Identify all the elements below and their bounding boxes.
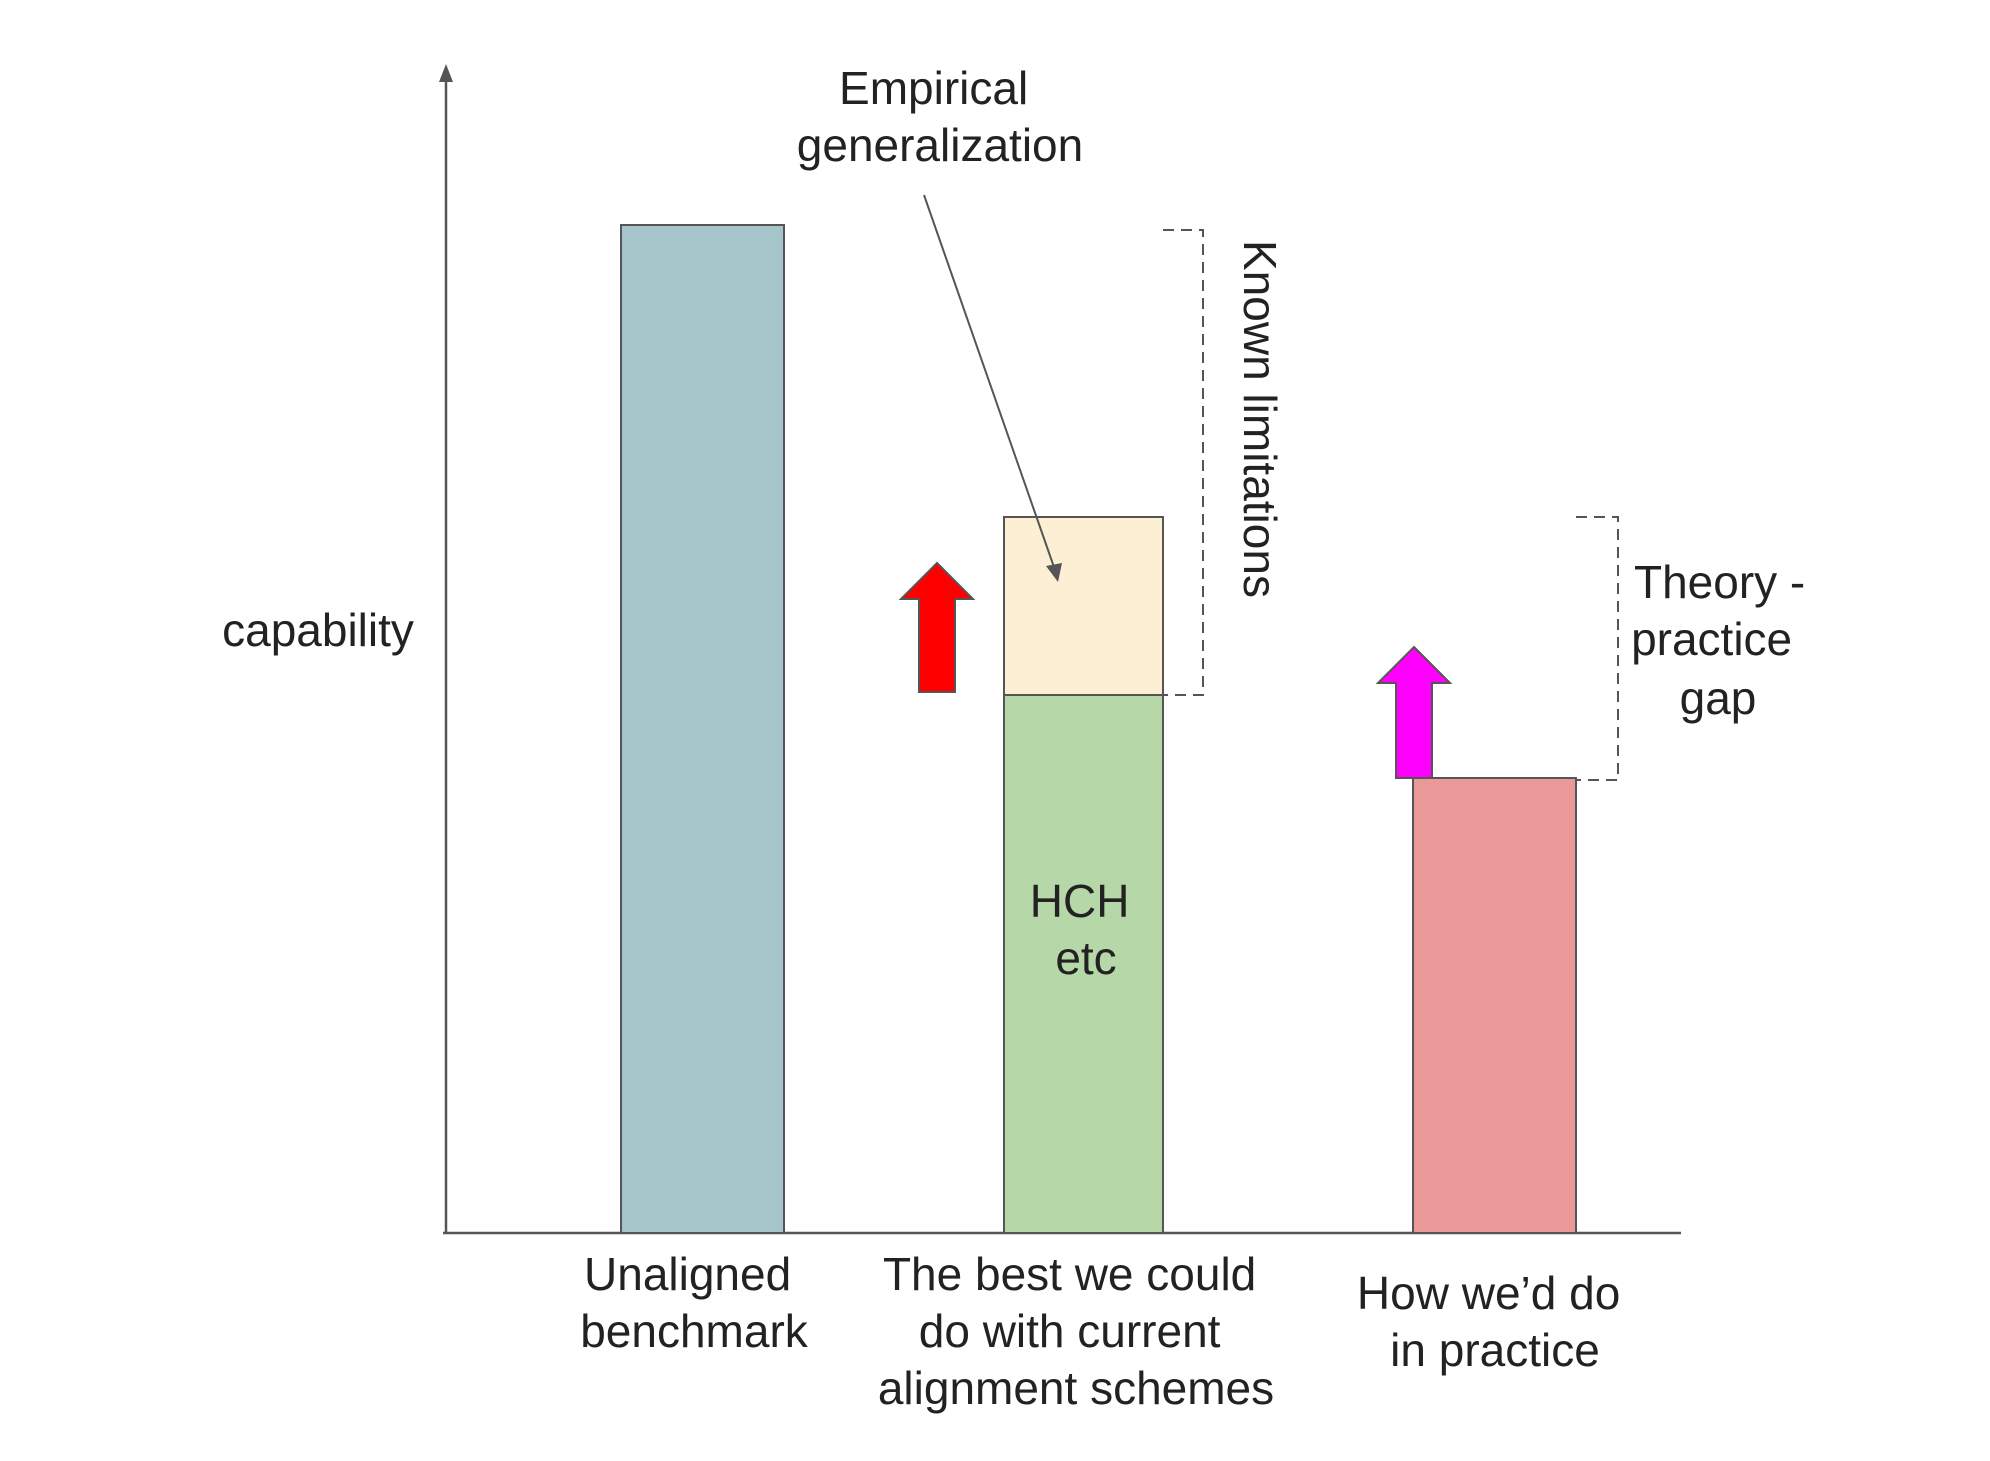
bar-current-alignment-schemes [1003,694,1164,1234]
y-axis-arrowhead [439,64,453,82]
empirical-generalization-arrowhead [1046,563,1062,582]
bar-empirical-generalization-segment [1003,516,1164,696]
category-label-unaligned-benchmark: Unaligned benchmark [580,1248,809,1357]
bar-inner-label: HCH etc [1030,875,1142,984]
empirical-generalization-pointer [923,194,1056,571]
category-label-current-alignment-schemes: The best we could do with current alignm… [878,1248,1274,1414]
bar-unaligned-benchmark [620,224,785,1234]
theory-practice-gap-label: Theory - practice gap [1631,556,1818,724]
known-limitations-bracket [1163,229,1204,696]
bar-in-practice [1412,777,1577,1234]
magenta-up-arrow [1375,645,1453,779]
theory-practice-gap-bracket [1576,516,1619,781]
category-label-in-practice: How we’d do in practice [1357,1267,1633,1376]
y-axis-label: capability [222,604,414,656]
known-limitations-label: Known limitations [1234,240,1286,598]
empirical-generalization-label: Empirical generalization [797,62,1083,171]
red-up-arrow [898,561,976,693]
